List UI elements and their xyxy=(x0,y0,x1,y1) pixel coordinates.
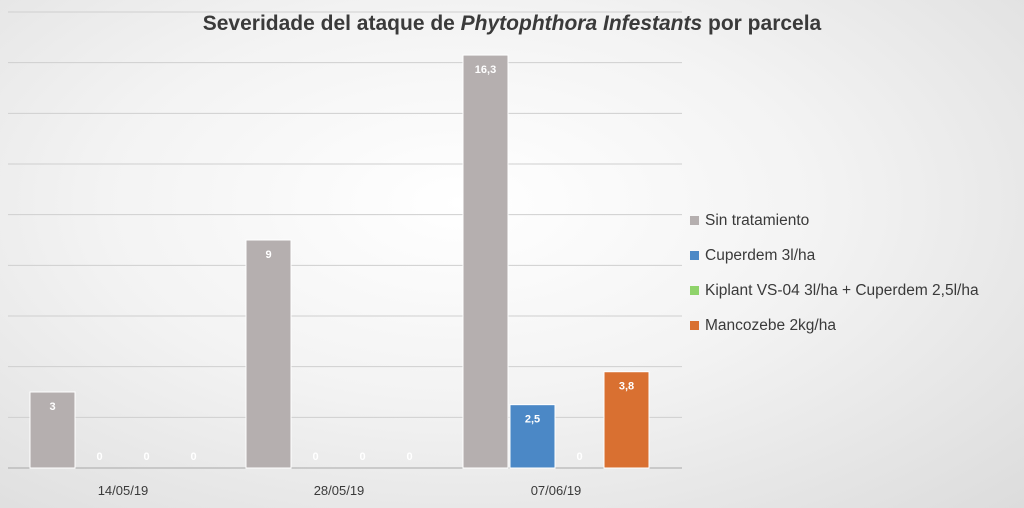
bar xyxy=(29,391,76,469)
data-labels: 3 0 0 0 9 0 0 0 16,3 2,5 0 3,8 xyxy=(49,64,634,463)
legend-item: Kiplant VS-04 3l/ha + Cuperdem 2,5l/ha xyxy=(690,282,979,299)
data-label: 3,8 xyxy=(619,381,634,393)
legend-label: Mancozebe 2kg/ha xyxy=(705,316,836,334)
chart-title-italic: Phytophthora Infestants xyxy=(460,12,703,35)
chart-title: Severidade del ataque de Phytophthora In… xyxy=(0,12,1024,36)
legend-swatch xyxy=(690,286,699,295)
legend-item: Sin tratamiento xyxy=(690,212,979,229)
data-label: 0 xyxy=(96,451,102,463)
bar xyxy=(462,54,509,469)
bar xyxy=(245,239,292,469)
data-label: 9 xyxy=(265,249,271,261)
bars xyxy=(29,54,650,469)
legend-swatch xyxy=(690,251,699,260)
legend-swatch xyxy=(690,321,699,330)
data-label: 16,3 xyxy=(475,64,496,76)
data-label: 0 xyxy=(406,451,412,463)
data-label: 0 xyxy=(312,451,318,463)
legend-item: Cuperdem 3l/ha xyxy=(690,247,979,264)
legend-swatch xyxy=(690,216,699,225)
data-label: 3 xyxy=(49,401,55,413)
x-tick-label: 07/06/19 xyxy=(531,483,582,498)
data-label: 0 xyxy=(190,451,196,463)
legend-item: Mancozebe 2kg/ha xyxy=(690,317,979,334)
legend-label: Cuperdem 3l/ha xyxy=(705,246,816,264)
bar xyxy=(509,404,556,469)
x-tick-label: 28/05/19 xyxy=(314,483,365,498)
data-label: 2,5 xyxy=(525,414,540,426)
chart-title-part1: Severidade del ataque de xyxy=(202,12,461,35)
legend: Sin tratamiento Cuperdem 3l/ha Kiplant VS-… xyxy=(690,212,979,352)
x-tick-labels: 14/05/19 28/05/19 07/06/19 xyxy=(98,483,582,498)
legend-label: Sin tratamiento xyxy=(705,211,810,229)
bar xyxy=(603,371,650,469)
data-label: 0 xyxy=(576,451,582,463)
chart-title-part2: por parcela xyxy=(702,12,822,35)
data-label: 0 xyxy=(359,451,365,463)
gridlines xyxy=(8,11,682,469)
legend-label: Kiplant VS-04 3l/ha + Cuperdem 2,5l/ha xyxy=(705,281,979,299)
x-tick-label: 14/05/19 xyxy=(98,483,149,498)
data-label: 0 xyxy=(143,451,149,463)
